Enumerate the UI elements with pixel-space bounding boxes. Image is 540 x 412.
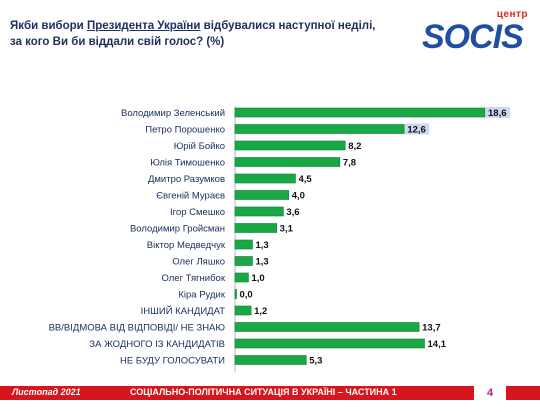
bar (234, 124, 405, 134)
value-label: 3,1 (280, 224, 294, 235)
category-label: Петро Порошенко (145, 125, 225, 136)
question-part-2: відбувалися наступної неділі, за кого Ви… (10, 20, 376, 48)
category-label: Володимир Гройсман (130, 224, 225, 235)
value-label-highlight (405, 123, 430, 135)
value-label: 1,2 (254, 306, 267, 317)
bar (234, 157, 341, 167)
value-label: 18,6 (488, 108, 507, 119)
category-label: Олег Ляшко (172, 257, 225, 268)
candidate-rating-chart: Володимир Зеленський 18,6 Петро Порошенко 1… (49, 106, 510, 372)
logo-brand: SOCIS (422, 18, 524, 56)
bar (234, 206, 284, 217)
bar (234, 190, 290, 200)
value-label: 5,3 (309, 356, 322, 367)
question-title: Якби вибори Президента України відбували… (10, 18, 390, 50)
category-label: Володимир Зеленський (121, 108, 225, 119)
category-label: ЗА ЖОДНОГО ІЗ КАНДИДАТІВ (89, 339, 225, 350)
category-label: Юрій Бойко (174, 141, 225, 152)
footer-date: Листопад 2021 (12, 387, 81, 397)
value-label: 13,7 (422, 323, 441, 334)
category-label: ВВ/ВІДМОВА ВІД ВІДПОВІДІ/ НЕ ЗНАЮ (49, 323, 226, 334)
value-label: 4,5 (298, 174, 312, 185)
bar (234, 107, 486, 118)
logo-center-word: центр (496, 9, 528, 20)
footer-subject: СОЦІАЛЬНО-ПОЛІТИЧНА СИТУАЦІЯ В УКРАЇНІ –… (130, 387, 397, 397)
bar (234, 173, 296, 184)
value-label: 0,0 (240, 290, 253, 301)
bars-layer: Володимир Зеленський 18,6 Петро Порошенко 1… (49, 107, 510, 367)
bar (234, 289, 237, 299)
bar (234, 338, 425, 349)
bar (234, 272, 249, 283)
bar (234, 140, 346, 151)
value-label: 1,3 (255, 257, 268, 268)
value-label: 1,0 (251, 273, 264, 284)
page-number: 4 (474, 386, 506, 400)
value-label: 14,1 (428, 339, 447, 350)
category-label: Юлія Тимошенко (150, 158, 225, 169)
question-part-1: Якби вибори (10, 20, 87, 32)
category-label: Віктор Медведчук (147, 240, 226, 251)
value-label: 3,6 (286, 207, 299, 218)
category-label: НЕ БУДУ ГОЛОСУВАТИ (120, 356, 225, 367)
category-label: ІНШИЙ КАНДИДАТ (141, 305, 226, 317)
value-label: 7,8 (343, 158, 356, 169)
category-label: Дмитро Разумков (148, 174, 225, 185)
bar (234, 239, 253, 250)
bar (234, 355, 307, 365)
category-label: Кіра Рудик (178, 290, 225, 301)
bar (234, 223, 277, 233)
bar (234, 305, 252, 316)
question-underlined: Президента України (86, 20, 201, 32)
category-label: Олег Тягнибок (161, 273, 225, 284)
category-label: Євгеній Мураєв (156, 191, 225, 202)
value-label: 1,3 (255, 240, 268, 251)
bar (234, 322, 420, 332)
category-label: Ігор Смешко (170, 207, 225, 218)
value-label: 8,2 (348, 141, 361, 152)
value-label: 12,6 (407, 125, 426, 136)
socis-logo: центр SOCIS (418, 9, 534, 59)
footer-bar: Листопад 2021 СОЦІАЛЬНО-ПОЛІТИЧНА СИТУАЦ… (0, 386, 540, 400)
value-label-highlight (486, 107, 510, 118)
value-label: 4,0 (292, 191, 305, 202)
bar (234, 256, 253, 266)
